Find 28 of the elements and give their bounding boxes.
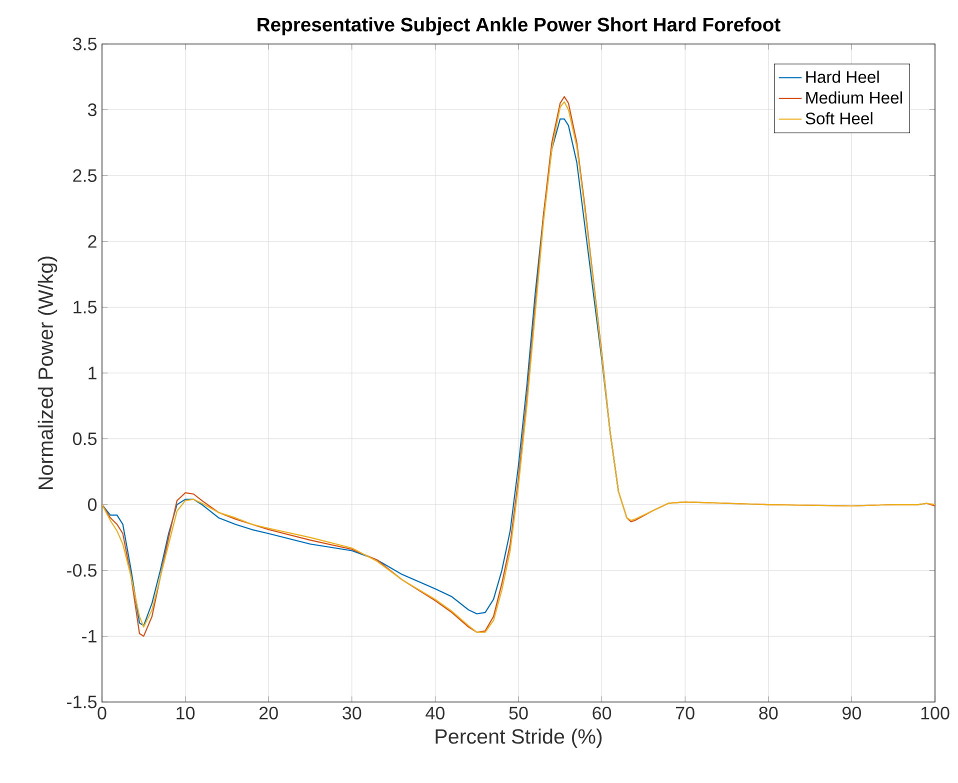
x-tick-label: 90 <box>842 706 862 720</box>
x-tick-label: 40 <box>426 706 445 720</box>
x-tick-label: 20 <box>259 706 278 720</box>
y-tick-label: 1 <box>88 366 96 380</box>
y-tick-label: 0 <box>88 498 97 511</box>
y-tick-label: 3.5 <box>72 38 97 50</box>
y-axis-title: Normalized Power (W/kg) <box>38 256 58 490</box>
x-tick-label: 10 <box>176 706 195 720</box>
chart-title: Representative Subject Ankle Power Short Hard Forefoot <box>258 17 780 36</box>
y-tick-label: 3 <box>88 103 96 116</box>
x-tick-label: 80 <box>759 706 778 720</box>
y-tick-label: 2.5 <box>73 169 97 182</box>
y-tick-label: -1.5 <box>67 696 97 708</box>
y-tick-label: -0.5 <box>67 564 97 577</box>
y-tick-label: -1 <box>82 630 96 642</box>
x-tick-label: 60 <box>592 706 612 720</box>
x-axis-title: Percent Stride (%) <box>436 728 602 748</box>
x-tick-label: 100 <box>921 706 950 720</box>
x-tick-label: 30 <box>342 706 362 720</box>
legend-label: Soft Heel <box>806 112 872 124</box>
x-tick-label: 50 <box>509 706 528 720</box>
y-tick-label: 0.5 <box>72 432 97 446</box>
x-tick-label: 0 <box>98 706 106 720</box>
x-tick-label: 70 <box>676 706 694 720</box>
y-tick-label: 2 <box>88 235 96 248</box>
y-tick-label: 1.5 <box>74 300 97 314</box>
legend-label: Medium Heel <box>806 91 902 104</box>
legend-label: Hard Heel <box>806 70 879 83</box>
